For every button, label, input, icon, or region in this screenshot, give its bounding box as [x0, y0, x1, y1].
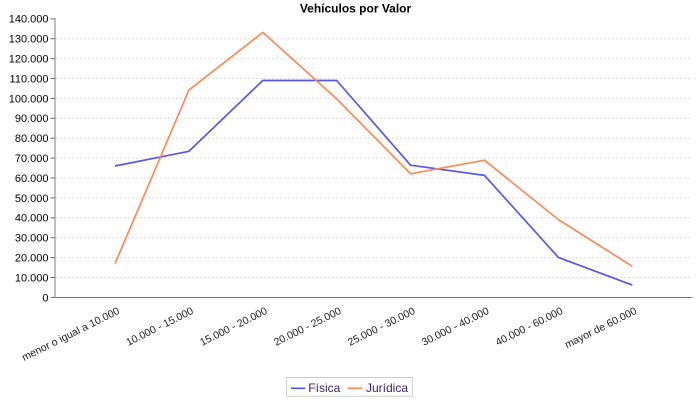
svg-text:100.000: 100.000: [9, 93, 49, 105]
svg-text:50.000: 50.000: [15, 193, 49, 205]
svg-text:20.000: 20.000: [15, 253, 49, 265]
svg-text:90.000: 90.000: [15, 113, 49, 125]
svg-text:140.000: 140.000: [9, 14, 49, 26]
svg-text:10.000: 10.000: [15, 272, 49, 284]
svg-text:30.000: 30.000: [15, 233, 49, 245]
svg-text:Vehículos por Valor: Vehículos por Valor: [300, 2, 412, 16]
svg-text:Física: Física: [308, 381, 340, 395]
svg-text:0: 0: [42, 292, 48, 304]
svg-text:110.000: 110.000: [10, 73, 49, 85]
svg-text:40.000: 40.000: [15, 213, 49, 225]
svg-text:Jurídica: Jurídica: [366, 381, 408, 395]
svg-text:80.000: 80.000: [15, 133, 49, 145]
svg-text:120.000: 120.000: [9, 54, 49, 66]
svg-text:70.000: 70.000: [15, 153, 49, 165]
svg-text:60.000: 60.000: [15, 173, 49, 185]
svg-text:130.000: 130.000: [9, 34, 49, 46]
